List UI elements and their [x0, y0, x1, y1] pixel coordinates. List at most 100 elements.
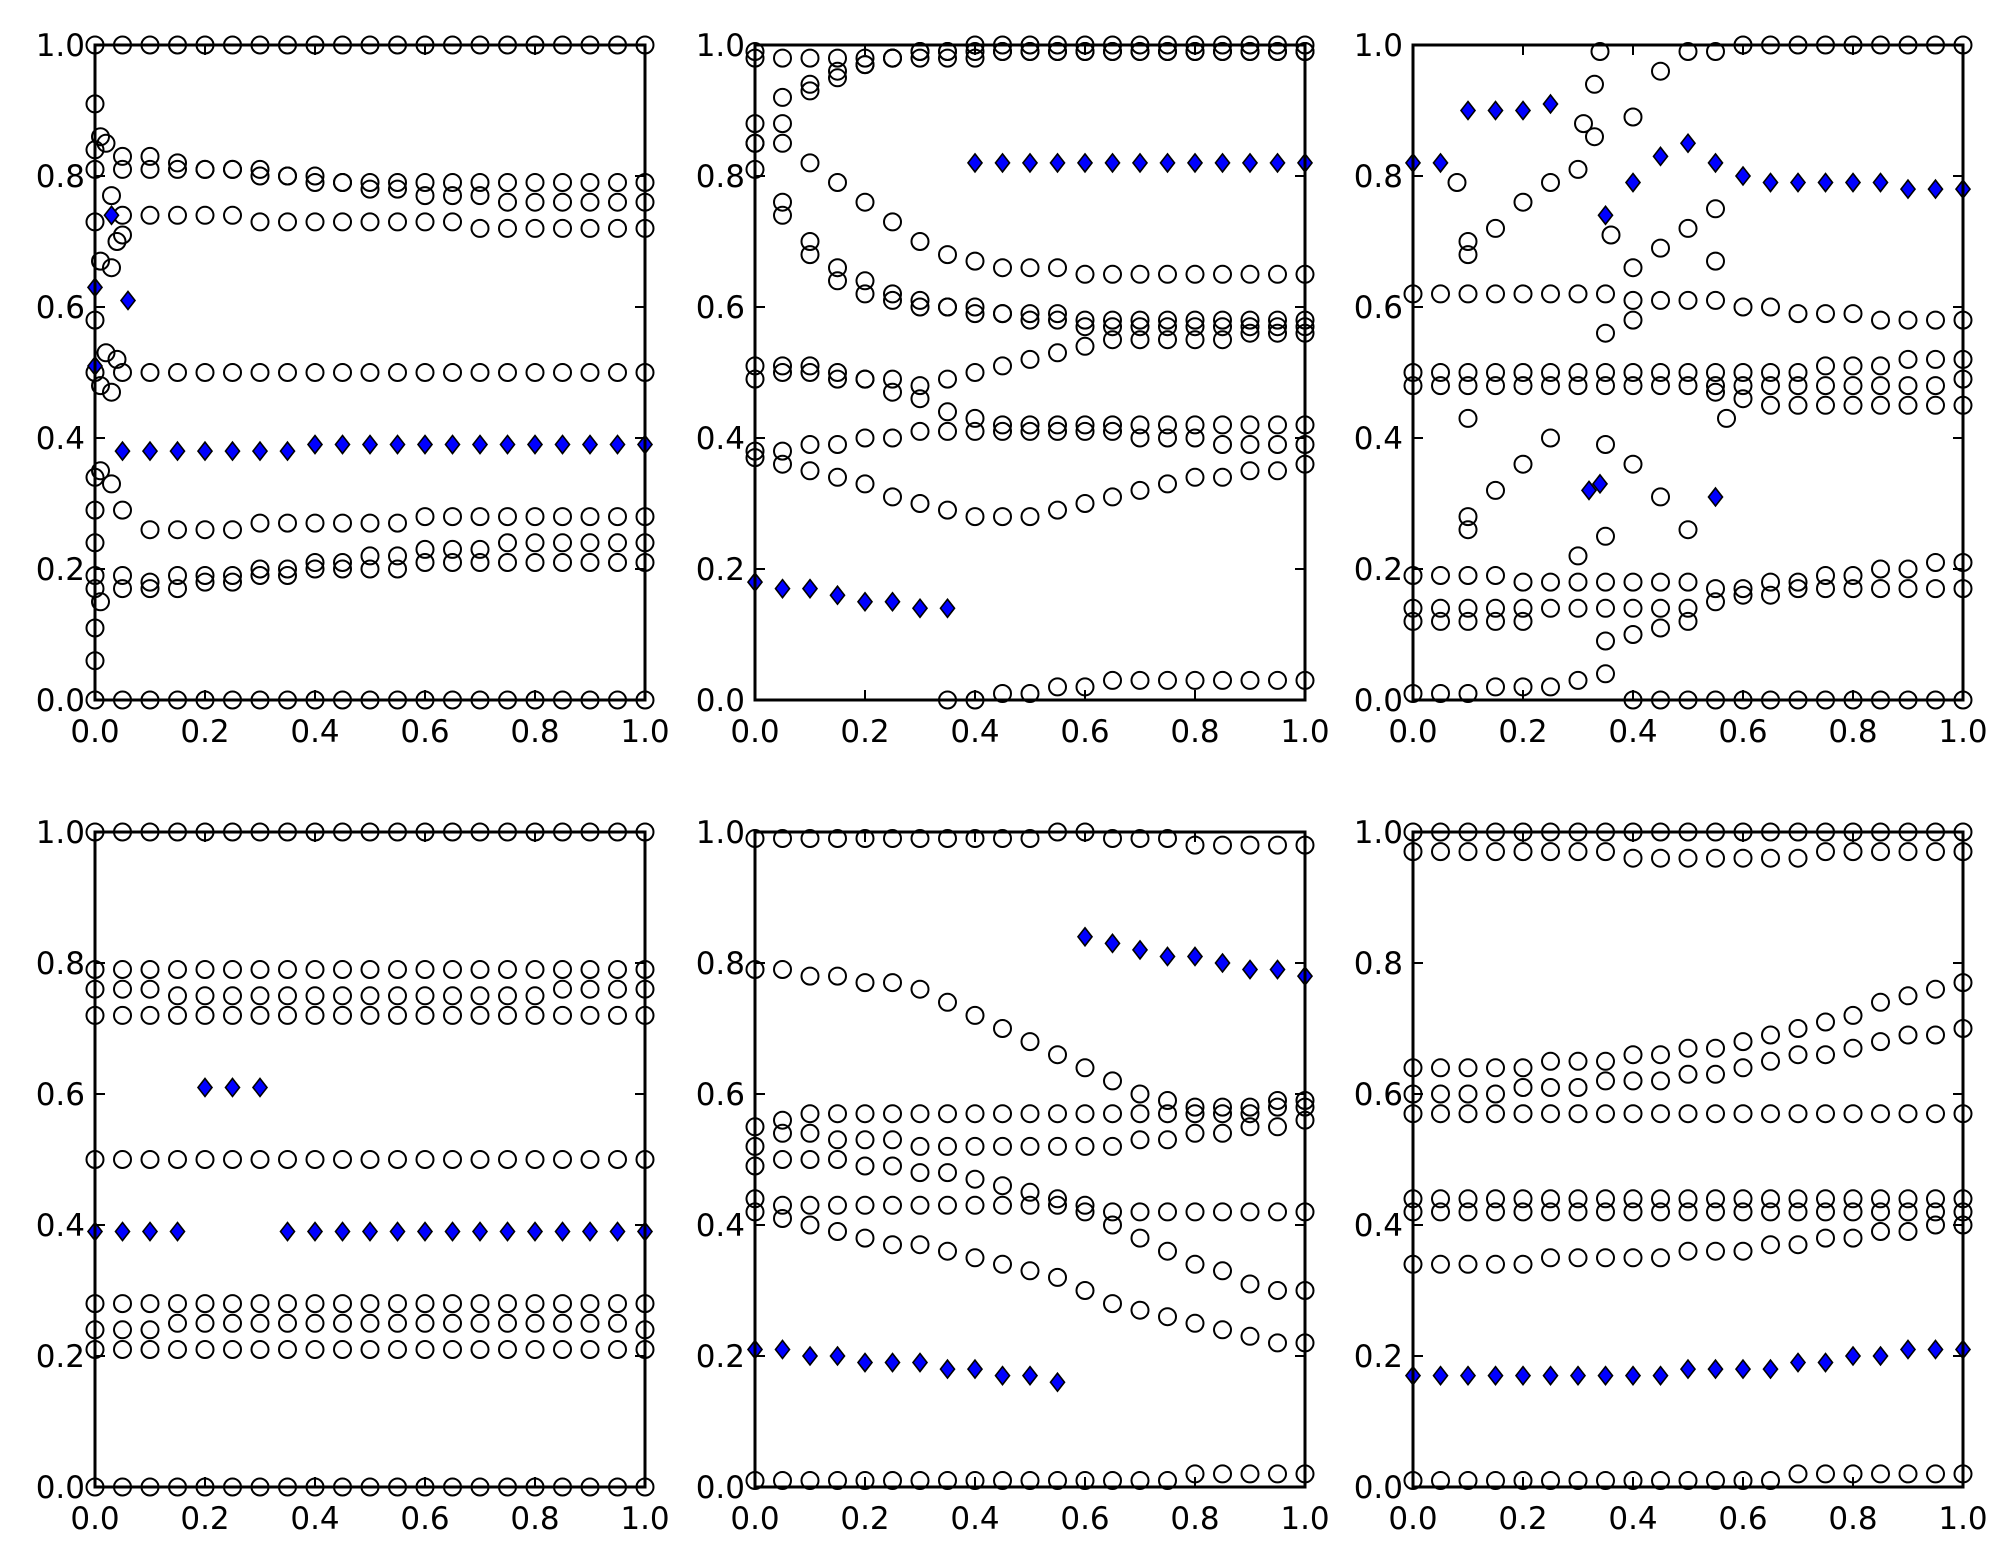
data-point-circle: [1020, 684, 1040, 703]
data-point-circle: [1541, 1248, 1560, 1268]
data-point-circle: [910, 494, 930, 513]
data-point-circle: [1240, 835, 1260, 855]
data-point-circle: [1048, 500, 1067, 520]
data-point-circle: [855, 1130, 875, 1150]
data-point-circle: [1623, 625, 1643, 644]
data-point-circle: [1158, 1104, 1177, 1124]
data-point-circle: [553, 218, 572, 238]
y-tick-label: 0.4: [696, 1208, 745, 1244]
data-point-circle: [1020, 1471, 1040, 1490]
data-point-circle: [1788, 395, 1808, 415]
data-point-circle: [1268, 415, 1287, 435]
data-point-circle: [333, 553, 352, 572]
data-point-circle: [168, 1005, 187, 1025]
data-point-circle: [1458, 408, 1478, 428]
data-point-diamond: [1789, 172, 1807, 193]
data-point-circle: [1185, 1097, 1205, 1117]
data-point-circle: [278, 363, 297, 382]
data-point-circle: [1706, 1189, 1725, 1209]
data-point-circle: [278, 1150, 297, 1169]
axes-frame: [753, 43, 1307, 702]
data-point-circle: [1541, 1202, 1560, 1222]
data-point-diamond: [1927, 178, 1944, 200]
data-point-circle: [1706, 382, 1725, 402]
data-point-diamond: [884, 1352, 901, 1373]
data-point-circle: [305, 553, 325, 572]
data-point-circle: [1103, 317, 1122, 337]
data-point-circle: [608, 363, 627, 382]
data-point-diamond: [1487, 1365, 1504, 1386]
data-point-circle: [278, 212, 297, 232]
data-point-circle: [1761, 1235, 1780, 1255]
data-point-circle: [1213, 835, 1232, 855]
data-point-circle: [278, 513, 297, 533]
data-point-diamond: [1679, 132, 1697, 154]
data-point-circle: [470, 173, 490, 192]
data-point-circle: [580, 1313, 600, 1333]
data-point-circle: [1158, 829, 1177, 848]
data-point-circle: [1431, 611, 1450, 631]
data-point-circle: [388, 986, 407, 1006]
data-point-circle: [360, 1005, 380, 1025]
data-point-circle: [1926, 553, 1945, 572]
data-point-circle: [1185, 310, 1205, 330]
data-point-circle: [195, 960, 215, 979]
data-point-circle: [1431, 566, 1450, 585]
data-point-diamond: [471, 1221, 489, 1242]
data-point-diamond: [1707, 1358, 1724, 1380]
data-point-circle: [1048, 421, 1067, 441]
data-point-circle: [1706, 1241, 1725, 1261]
data-point-circle: [1075, 677, 1095, 697]
data-point-circle: [993, 415, 1012, 435]
data-point-circle: [1733, 376, 1753, 396]
data-point-circle: [1158, 1471, 1177, 1490]
x-tick-label: 0.8: [1828, 714, 1877, 750]
data-point-circle: [1185, 428, 1205, 448]
data-point-circle: [360, 546, 380, 566]
data-point-circle: [773, 1209, 792, 1228]
data-point-circle: [333, 1340, 352, 1359]
data-point-diamond: [1241, 152, 1259, 174]
data-point-circle: [828, 258, 847, 278]
data-point-circle: [1541, 842, 1560, 862]
markers: [1403, 822, 1973, 1490]
data-point-circle: [1103, 487, 1122, 507]
data-point-diamond: [224, 1077, 241, 1098]
data-point-circle: [113, 979, 132, 999]
data-point-circle: [1706, 1471, 1725, 1490]
data-point-circle: [553, 553, 572, 572]
data-point-circle: [1130, 1202, 1150, 1222]
data-point-circle: [800, 966, 820, 986]
y-tick-label: 0.0: [696, 683, 745, 719]
data-point-circle: [140, 146, 160, 166]
data-point-circle: [278, 559, 297, 579]
y-tick-label: 0.6: [1354, 1077, 1403, 1113]
data-point-circle: [1103, 1215, 1122, 1235]
y-tick-label: 0.2: [1354, 1339, 1403, 1375]
data-point-circle: [1486, 1058, 1505, 1078]
data-point-circle: [113, 225, 132, 245]
y-tick-label: 0.2: [36, 1339, 85, 1375]
data-point-diamond: [1597, 204, 1614, 226]
x-tick-label: 0.4: [1608, 714, 1657, 750]
y-tick-label: 0.0: [1354, 1470, 1403, 1506]
data-point-circle: [140, 572, 160, 592]
data-point-circle: [883, 369, 902, 389]
data-point-circle: [1843, 304, 1863, 324]
data-point-circle: [1541, 1104, 1560, 1124]
data-point-circle: [1596, 631, 1615, 651]
data-point-circle: [910, 290, 930, 310]
data-point-circle: [553, 1150, 572, 1169]
data-point-circle: [1926, 1215, 1945, 1235]
data-point-circle: [168, 1294, 187, 1314]
data-point-circle: [1678, 611, 1698, 631]
data-point-circle: [278, 1340, 297, 1359]
data-point-diamond: [1734, 165, 1752, 187]
data-point-diamond: [361, 1221, 379, 1242]
data-point-circle: [938, 1163, 957, 1183]
data-point-circle: [333, 1150, 352, 1169]
data-point-circle: [1788, 1202, 1808, 1222]
data-point-circle: [1130, 829, 1150, 848]
data-point-circle: [608, 533, 627, 553]
axes-frame: [1411, 43, 1965, 702]
